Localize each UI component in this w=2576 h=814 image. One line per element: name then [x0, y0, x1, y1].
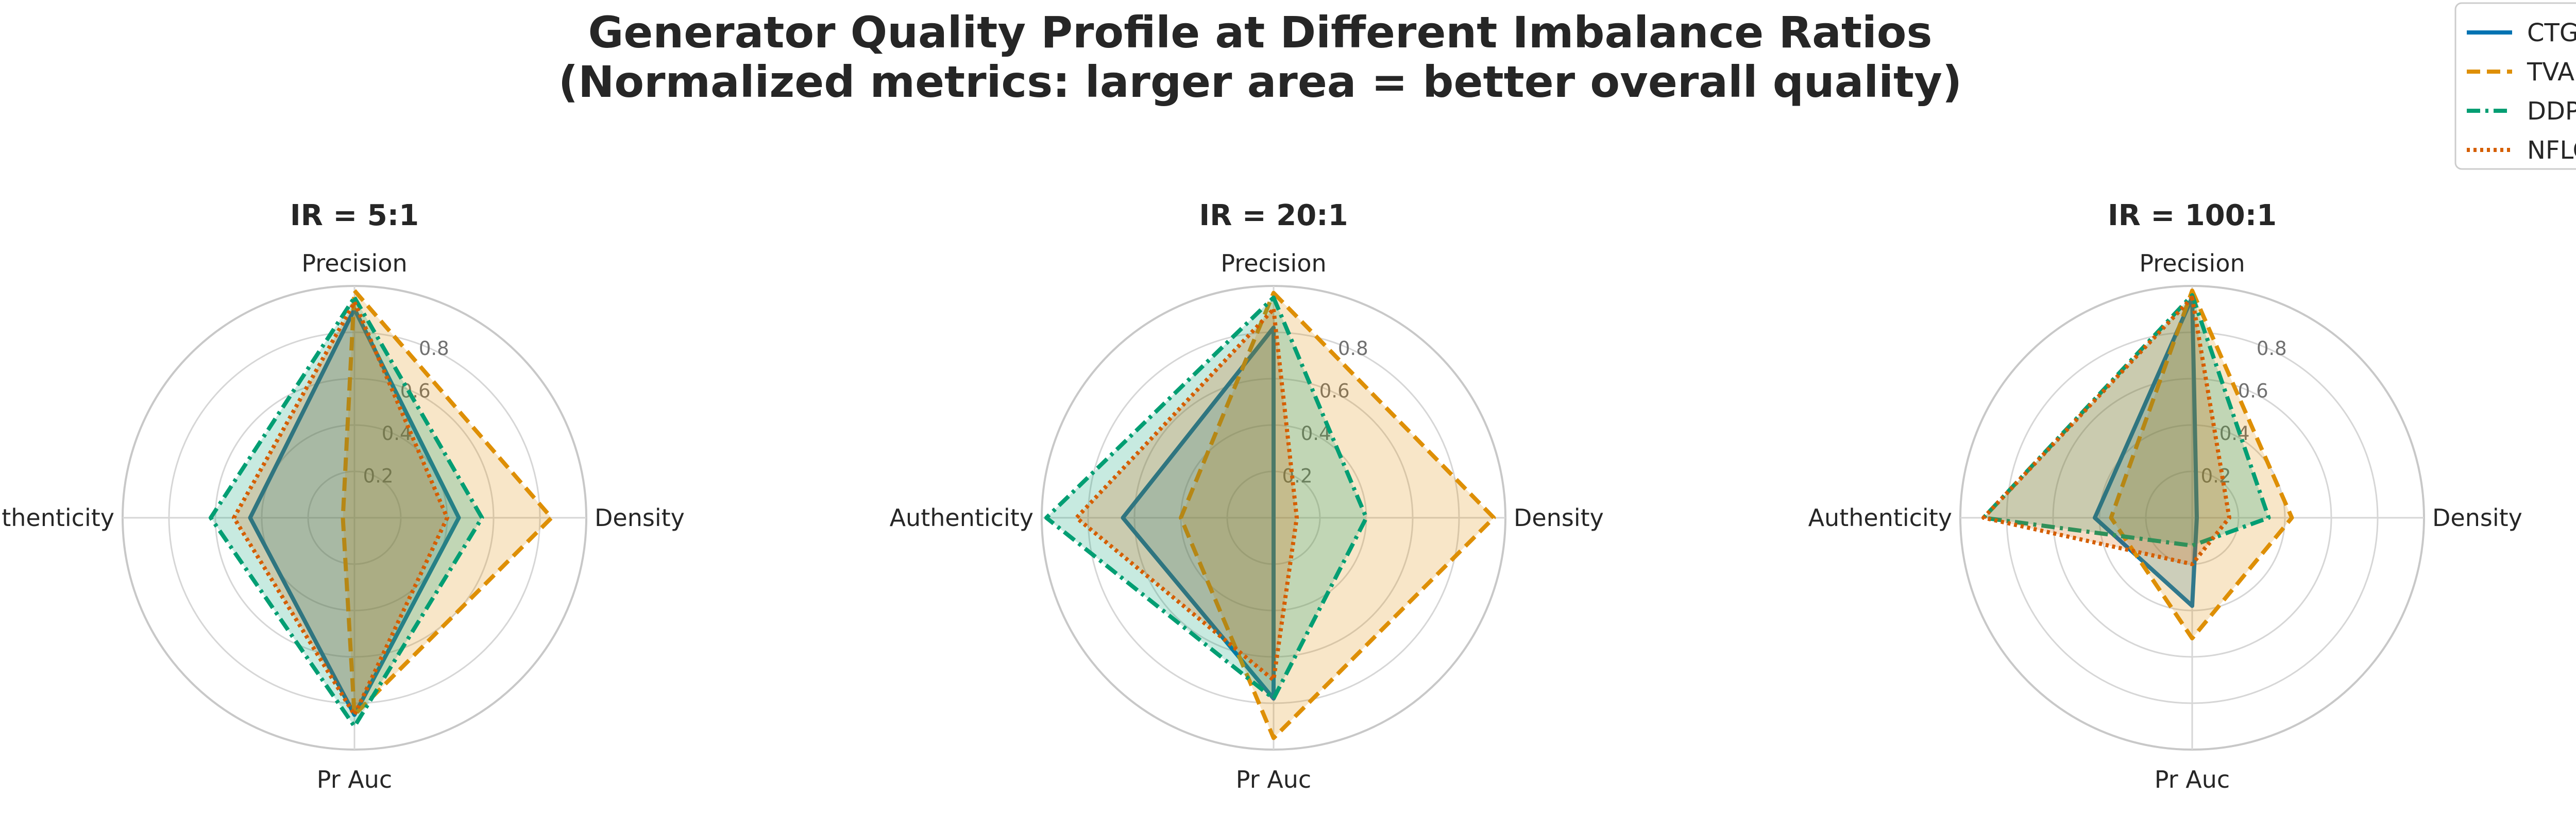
- axis-label-pr-auc: Pr Auc: [317, 766, 392, 793]
- legend-label-ctgan: CTGAN: [2527, 19, 2576, 47]
- panel-title: IR = 20:1: [1199, 199, 1348, 232]
- radial-tick-label: 0.2: [1282, 465, 1313, 487]
- series-ctgan-polygon: [248, 307, 461, 717]
- axis-label-authenticity: Authenticity: [0, 504, 114, 532]
- series-nflow-polygon: [1074, 307, 1299, 682]
- axis-label-precision: Precision: [301, 249, 407, 277]
- figure-title-line1: Generator Quality Profile at Different I…: [588, 7, 1932, 58]
- legend-label-ddpm: DDPM: [2527, 97, 2576, 126]
- axis-label-density: Density: [595, 504, 685, 532]
- figure-title-line2: (Normalized metrics: larger area = bette…: [558, 57, 1962, 107]
- legend-label-tvae: TVAE: [2527, 58, 2576, 87]
- radar-panel-3: 0.2 0.4 0.6 0.8 Precision Density Pr Auc Authen…: [1808, 199, 2522, 793]
- radial-tick-label: 0.4: [2219, 422, 2250, 445]
- axis-label-authenticity: Authenticity: [1808, 504, 1952, 532]
- panel-title: IR = 5:1: [290, 199, 419, 232]
- axis-label-pr-auc: Pr Auc: [2155, 766, 2230, 793]
- series-tvae-polygon: [2109, 289, 2294, 640]
- legend: CTGAN TVAE DDPM NFLOW: [2454, 2, 2576, 170]
- radial-tick-label: 0.8: [419, 337, 449, 360]
- series-nflow-polygon: [232, 300, 449, 717]
- radial-tick-label: 0.2: [2201, 465, 2231, 487]
- radial-tick-label: 0.8: [2257, 337, 2287, 360]
- series-ctgan-polygon: [1121, 326, 1276, 701]
- axis-label-precision: Precision: [2139, 249, 2245, 277]
- legend-label-nflow: NFLOW: [2527, 136, 2576, 165]
- axis-label-authenticity: Authenticity: [890, 504, 1033, 532]
- panel-title: IR = 100:1: [2108, 199, 2277, 232]
- axis-label-precision: Precision: [1221, 249, 1326, 277]
- axis-label-density: Density: [2432, 504, 2522, 532]
- radial-tick-label: 0.6: [2238, 380, 2268, 402]
- axis-label-density: Density: [1514, 504, 1604, 532]
- series-ddpm-polygon: [209, 295, 484, 728]
- legend-frame: [2454, 2, 2576, 170]
- axis-label-pr-auc: Pr Auc: [1236, 766, 1311, 793]
- radial-tick-label: 0.2: [363, 465, 394, 487]
- series-tvae-polygon: [1179, 291, 1496, 740]
- radar-panels: 0.2 0.4 0.6 0.8 Precision Density Pr Auc Authen…: [0, 199, 2522, 793]
- series-ddpm-polygon: [1044, 295, 1368, 701]
- radial-tick-label: 0.8: [1338, 337, 1368, 360]
- radial-tick-label: 0.6: [1319, 380, 1350, 402]
- series-nflow-polygon: [1981, 295, 2231, 566]
